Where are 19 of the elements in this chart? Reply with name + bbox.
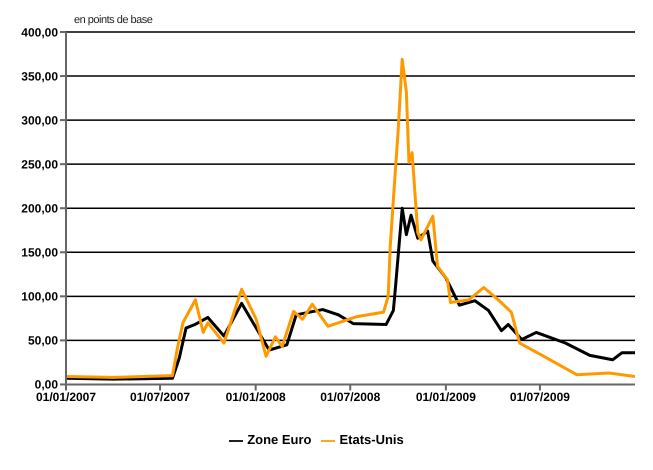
y-tick-label: 300,00 — [21, 113, 58, 128]
x-tick-label: 01/01/2008 — [226, 390, 286, 404]
y-tick-label: 150,00 — [21, 246, 58, 260]
y-axis-title: en points de base — [74, 14, 152, 26]
x-tick-label: 01/07/2009 — [510, 390, 570, 404]
y-tick-label: 0,00 — [34, 378, 58, 392]
legend-label: Etats-Unis — [339, 432, 404, 448]
y-tick-label: 100,00 — [21, 290, 58, 304]
x-tick-label: 01/01/2009 — [416, 390, 476, 404]
line-series — [66, 58, 635, 379]
x-tick-label: 01/07/2007 — [130, 390, 190, 404]
x-tick-label: 01/07/2008 — [320, 390, 381, 404]
y-tick-label: 250,00 — [21, 157, 58, 172]
legend-label: Zone Euro — [247, 432, 312, 448]
y-tick-label: 200,00 — [21, 201, 58, 216]
y-tick-label: 350,00 — [21, 69, 58, 84]
y-tick-label: 400,00 — [21, 25, 58, 40]
y-tick-label: 50,00 — [28, 334, 58, 348]
x-tick-label: 01/01/2007 — [36, 390, 96, 404]
